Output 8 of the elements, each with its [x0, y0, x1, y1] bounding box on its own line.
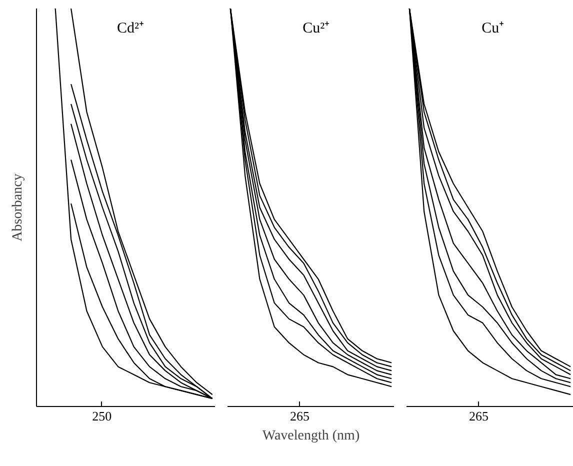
text: 265	[468, 408, 488, 424]
text: 250	[92, 408, 112, 424]
text: Cu²⁺	[302, 20, 330, 36]
y-axis-title: Absorbancy	[10, 174, 26, 242]
text: Cu⁺	[482, 20, 504, 36]
text: Cd²⁺	[117, 20, 144, 36]
text: 265	[290, 408, 310, 424]
x-axis-title: Wavelength (nm)	[262, 428, 360, 444]
